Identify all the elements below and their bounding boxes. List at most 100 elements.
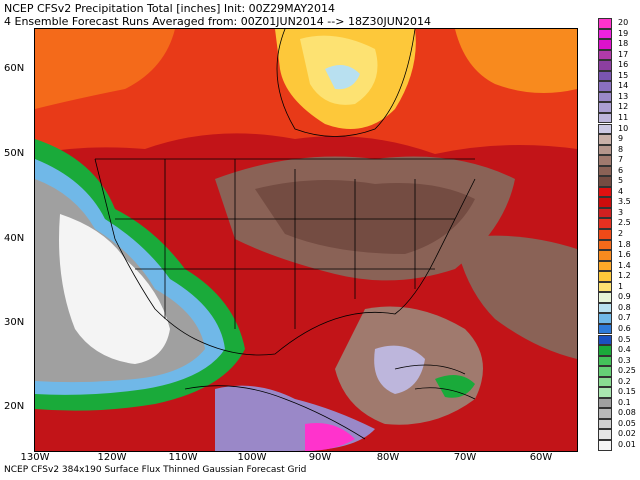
- legend-swatch: [598, 134, 612, 145]
- legend-label: 0.3: [618, 355, 631, 365]
- lon-label-70w: 70W: [453, 452, 477, 463]
- lat-label-60n: 60N: [4, 63, 25, 74]
- legend-swatch: [598, 408, 612, 419]
- legend-label: 0.08: [618, 408, 636, 418]
- legend-swatch: [598, 334, 612, 346]
- legend-label: 0.8: [618, 302, 631, 312]
- legend-swatch: [598, 250, 612, 261]
- legend-label: 0.9: [618, 292, 631, 302]
- legend-label: 4: [618, 186, 624, 196]
- legend-swatch: [598, 39, 612, 50]
- legend-label: 19: [618, 28, 629, 38]
- legend-swatch: [598, 18, 612, 29]
- legend-swatch: [598, 281, 612, 293]
- legend-label: 3.5: [618, 197, 631, 207]
- legend-swatch: [598, 355, 612, 367]
- lon-label-110w: 110W: [168, 452, 198, 463]
- map-title: NCEP CFSv2 Precipitation Total [inches] …: [4, 2, 336, 15]
- legend-swatch: [598, 418, 612, 430]
- legend-label: 2.5: [618, 218, 631, 228]
- field-nw-orange: [35, 29, 175, 109]
- lon-label-100w: 100W: [237, 452, 267, 463]
- legend-label: 1.2: [618, 271, 631, 281]
- field-atlantic-brown: [455, 235, 577, 359]
- legend-swatch: [598, 91, 612, 103]
- legend-label: 0.05: [618, 418, 636, 428]
- legend-swatch: [598, 123, 612, 135]
- legend-label: 3: [618, 207, 624, 217]
- legend-label: 0.5: [618, 334, 631, 344]
- legend-label: 8: [618, 144, 624, 154]
- legend-swatch: [598, 176, 612, 187]
- legend-swatch: [598, 387, 612, 398]
- legend-label: 0.1: [618, 397, 631, 407]
- legend-label: 6: [618, 165, 624, 175]
- field-gulf-lavender: [374, 345, 425, 394]
- legend-swatch: [598, 260, 612, 272]
- legend-swatch: [598, 345, 612, 356]
- legend-label: 5: [618, 176, 624, 186]
- lat-label-20n: 20N: [4, 401, 25, 412]
- legend-label: 1.4: [618, 260, 631, 270]
- legend-label: 16: [618, 60, 629, 70]
- legend-label: 0.15: [618, 387, 636, 397]
- legend-swatch: [598, 366, 612, 377]
- lon-label-90w: 90W: [308, 452, 332, 463]
- legend-swatch: [598, 292, 612, 303]
- field-central-darkbrown: [255, 180, 475, 254]
- legend-label: 0.2: [618, 376, 631, 386]
- lon-label-60w: 60W: [529, 452, 553, 463]
- lat-label-30n: 30N: [4, 317, 25, 328]
- lat-label-50n: 50N: [4, 148, 25, 159]
- legend-label: 7: [618, 155, 624, 165]
- legend-swatch: [598, 440, 612, 451]
- legend-swatch: [598, 323, 612, 335]
- legend-label: 0.02: [618, 429, 636, 439]
- legend-swatch: [598, 376, 612, 388]
- field-hudson-blue: [325, 65, 360, 90]
- legend-label: 10: [618, 123, 629, 133]
- legend-label: 14: [618, 81, 629, 91]
- legend-label: 15: [618, 70, 629, 80]
- legend-swatch: [598, 218, 612, 229]
- legend-label: 12: [618, 102, 629, 112]
- lon-label-130w: 130W: [20, 452, 50, 463]
- legend-swatch: [598, 397, 612, 409]
- precipitation-field: [35, 29, 577, 451]
- legend-swatch: [598, 60, 612, 71]
- legend-label: 17: [618, 49, 629, 59]
- legend-label: 0.7: [618, 313, 631, 323]
- legend-swatch: [598, 102, 612, 113]
- field-peak-magenta: [305, 423, 355, 451]
- map-subtitle: 4 Ensemble Forecast Runs Averaged from: …: [4, 15, 431, 28]
- legend-label: 0.01: [618, 440, 636, 449]
- legend-label: 9: [618, 134, 624, 144]
- legend-swatch: [598, 70, 612, 82]
- legend-swatch: [598, 81, 612, 92]
- legend-swatch: [598, 302, 612, 314]
- legend-label: 1.8: [618, 239, 631, 249]
- legend-swatch: [598, 207, 612, 219]
- legend-swatch: [598, 239, 612, 251]
- field-caribbean-green: [435, 375, 475, 398]
- legend-swatch: [598, 112, 612, 124]
- legend-label: 11: [618, 112, 629, 122]
- lat-label-40n: 40N: [4, 233, 25, 244]
- legend-swatch: [598, 144, 612, 156]
- grid-footer: NCEP CFSv2 384x190 Surface Flux Thinned …: [4, 465, 307, 475]
- legend-label: 0.4: [618, 345, 631, 355]
- legend-swatch: [598, 229, 612, 240]
- legend-label: 2: [618, 229, 624, 238]
- legend-label: 13: [618, 91, 629, 101]
- legend-swatch: [598, 429, 612, 440]
- legend-swatch: [598, 155, 612, 166]
- field-west-white: [59, 214, 170, 364]
- lon-label-120w: 120W: [97, 452, 127, 463]
- legend-swatch: [598, 271, 612, 282]
- map-borders: [94, 29, 476, 440]
- legend-swatch: [598, 49, 612, 61]
- legend-label: 20: [618, 18, 629, 27]
- legend-swatch: [598, 165, 612, 177]
- lon-label-80w: 80W: [376, 452, 400, 463]
- legend-label: 0.6: [618, 323, 631, 333]
